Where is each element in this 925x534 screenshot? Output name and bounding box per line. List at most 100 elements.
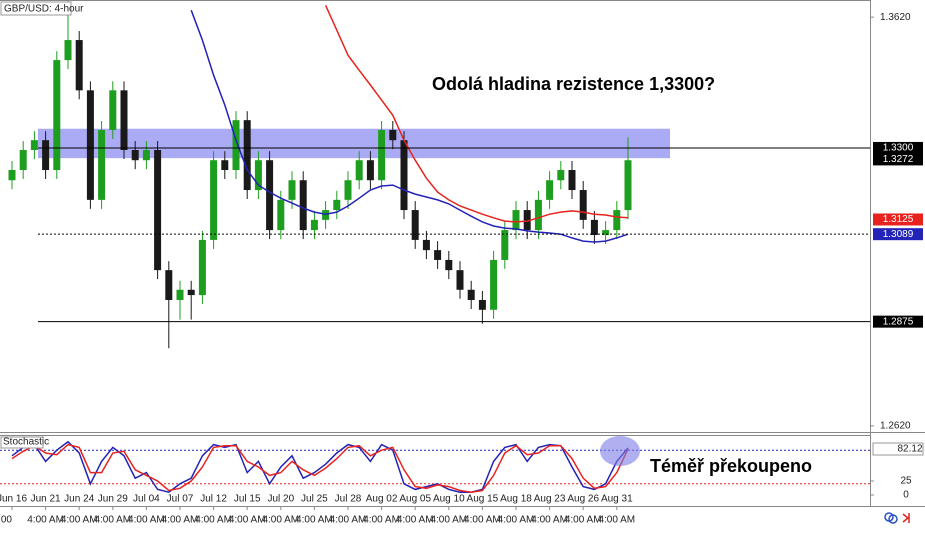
candle-body [568,170,576,191]
value-label-box [872,442,924,456]
x-tick-label: Aug 02 [366,494,398,505]
x-tick-label: Jun 16 [0,494,27,505]
scroll-icon[interactable] [902,513,910,523]
candle-body [187,289,195,296]
annotation: Odolá hladina rezistence 1,3300? [432,74,715,94]
x-tick-label: Aug 15 [467,494,499,505]
price-label: 1.3300 [883,143,914,154]
stochastic-line [11,440,629,494]
candle-body [534,199,542,231]
candle-body [165,270,173,300]
moving-average [324,4,629,223]
x-tick-label: Aug 10 [433,494,465,505]
candle-body [176,289,184,300]
candle-body [75,40,83,91]
x-tick-label: Jun 21 [31,494,61,505]
x-tick-label: Aug 18 [500,494,532,505]
x-tick-label: Jul 04 [133,494,160,505]
candle-body [142,149,150,161]
candle-body [120,90,128,150]
candle-body [490,259,498,310]
candle-body [478,299,486,310]
time-label: 4:00 AM [565,515,602,526]
candle-body [221,160,229,171]
price-label-box [873,153,923,166]
time-label: 4:00 AM [363,515,400,526]
candle-body [288,180,296,200]
price-label: 1.2875 [883,316,914,327]
time-label: 4:00 AM [61,515,98,526]
candle-body [42,140,50,171]
x-tick-label: Aug 05 [399,494,431,505]
candle-body [602,230,610,236]
candle-body [624,160,632,211]
time-label: 4:00 AM [498,515,535,526]
candle-body [579,190,587,220]
x-tick-label: Jul 07 [167,494,194,505]
title-box [0,1,72,16]
toolbar-icons[interactable] [884,512,910,524]
candle-body [557,170,565,181]
candle-body [322,210,330,220]
y-tick-label: 1.2620 [880,421,911,432]
y-tick-label: 25 [900,476,912,487]
candle-body [411,210,419,240]
x-tick-label: Aug 26 [567,494,599,505]
moving-average [190,9,629,243]
time-label: 4:00 AM [598,515,635,526]
price-label-box [873,141,923,154]
candle-body [98,129,106,200]
candle-body [456,270,464,290]
candle-body [512,210,520,231]
price-label: 1.3272 [883,154,914,165]
candle-body [310,219,318,231]
candle-body [64,40,72,61]
link-icon[interactable] [888,514,898,524]
x-tick-label: Jul 28 [335,494,362,505]
panel-title: Stochastic [3,437,49,448]
candle-body [243,120,251,191]
candle-body [266,160,274,231]
candle-body [53,60,61,171]
x-tick-label: Aug 23 [534,494,566,505]
x-tick-label: Jul 20 [267,494,294,505]
candle-body [400,140,408,211]
highlight-circle [600,436,640,466]
time-label: 4:00 AM [128,515,165,526]
candle-body [590,219,598,236]
x-tick-label: Jun 24 [64,494,94,505]
time-label: 4:00 AM [531,515,568,526]
time-label: 4:00 AM [162,515,199,526]
price-label: 1.3089 [883,229,914,240]
time-label: 4:00 AM [27,515,64,526]
candle-body [422,239,430,251]
time-label: 4:00 AM [464,515,501,526]
candle-body [30,140,38,150]
candle-body [86,90,94,200]
candle-body [299,180,307,231]
stochastic-line [11,443,629,493]
candle-body [154,149,162,271]
candle-body [445,259,453,271]
candle-body [434,250,442,260]
candle-body [523,210,531,231]
annotation: Téměř překoupeno [650,456,812,476]
x-tick-label: Jul 15 [234,494,261,505]
time-label: 4:00 AM [262,515,299,526]
price-label-box [873,213,923,226]
chart-title: GBP/USD: 4-hour [4,4,84,15]
time-label: 4:00 AM [229,515,266,526]
candle-body [355,160,363,181]
time-label: 4:00 AM [296,515,333,526]
candle-body [613,210,621,231]
x-tick-label: Jun 29 [98,494,128,505]
candle-body [210,160,218,240]
candle-body [389,129,397,141]
candle-body [344,180,352,200]
candle-body [131,149,139,161]
time-label: 4:00 AM [330,515,367,526]
time-label: 4:00 AM [397,515,434,526]
time-label: 4:00 AM [430,515,467,526]
